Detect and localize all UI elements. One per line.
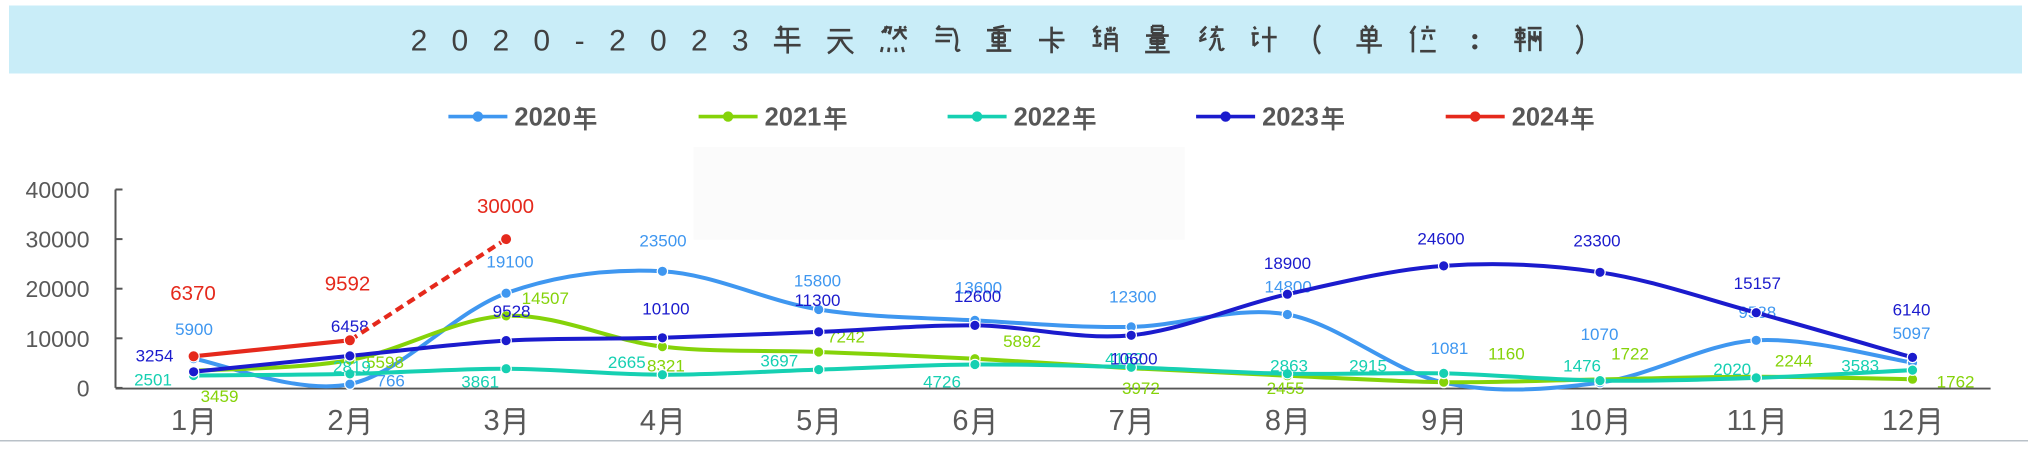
- svg-text:5900: 5900: [175, 320, 213, 339]
- svg-text:2: 2: [492, 24, 509, 57]
- svg-text:0: 0: [650, 24, 667, 57]
- svg-text:10100: 10100: [642, 300, 689, 319]
- svg-text:6458: 6458: [331, 317, 369, 336]
- svg-text:2024: 2024: [1512, 104, 1570, 132]
- svg-text:6140: 6140: [1893, 301, 1931, 320]
- svg-text:11300: 11300: [794, 291, 840, 310]
- svg-text:2: 2: [411, 24, 428, 57]
- svg-text:8321: 8321: [647, 356, 685, 375]
- svg-text:3: 3: [732, 24, 749, 57]
- svg-text:766: 766: [377, 372, 405, 391]
- svg-text:0: 0: [77, 375, 90, 401]
- svg-text:3583: 3583: [1841, 356, 1879, 375]
- svg-text:2: 2: [327, 405, 343, 437]
- svg-text:3459: 3459: [201, 387, 239, 406]
- svg-text:-: -: [575, 24, 585, 57]
- svg-text:9592: 9592: [325, 273, 371, 296]
- svg-text:6370: 6370: [170, 282, 216, 305]
- svg-text:10: 10: [1569, 405, 1601, 437]
- svg-text:2021: 2021: [765, 104, 822, 132]
- svg-text:13600: 13600: [955, 279, 1002, 298]
- svg-text:1476: 1476: [1563, 356, 1601, 375]
- svg-text:5: 5: [796, 405, 812, 437]
- svg-text:12600: 12600: [954, 287, 1001, 306]
- svg-text:3861: 3861: [461, 373, 499, 392]
- svg-text:9528: 9528: [493, 302, 531, 321]
- svg-text:5892: 5892: [1003, 332, 1041, 351]
- svg-text:1070: 1070: [1581, 325, 1619, 344]
- svg-text:12: 12: [1882, 405, 1914, 437]
- svg-text:4: 4: [640, 405, 656, 437]
- svg-text:3: 3: [484, 405, 500, 437]
- svg-text:40000: 40000: [26, 177, 90, 203]
- svg-text:1160: 1160: [1488, 345, 1525, 364]
- svg-text:24600: 24600: [1417, 229, 1464, 248]
- svg-text:2023: 2023: [1262, 104, 1319, 132]
- svg-text:2022: 2022: [1014, 104, 1071, 132]
- svg-text:2455: 2455: [1267, 379, 1305, 398]
- svg-text:2: 2: [691, 24, 708, 57]
- svg-text:11: 11: [1727, 405, 1757, 437]
- svg-text:15800: 15800: [794, 271, 841, 290]
- svg-text:2020: 2020: [1713, 360, 1751, 379]
- svg-text:9: 9: [1421, 405, 1437, 437]
- svg-text:2819: 2819: [333, 357, 371, 376]
- svg-text:7: 7: [1109, 405, 1125, 437]
- svg-text:4726: 4726: [923, 373, 961, 392]
- svg-text:2020: 2020: [514, 104, 571, 132]
- svg-text:6: 6: [952, 405, 968, 437]
- svg-text:8: 8: [1265, 405, 1281, 437]
- svg-text:20000: 20000: [26, 276, 90, 302]
- svg-text:0: 0: [452, 24, 469, 57]
- svg-text:14507: 14507: [522, 289, 569, 308]
- svg-text:10600: 10600: [1110, 349, 1157, 368]
- svg-text:18900: 18900: [1264, 254, 1311, 273]
- svg-text:23500: 23500: [639, 232, 686, 251]
- svg-text:0: 0: [533, 24, 550, 57]
- svg-text:1762: 1762: [1937, 373, 1975, 392]
- svg-text:5097: 5097: [1893, 324, 1931, 343]
- svg-text:2: 2: [609, 24, 626, 57]
- svg-text:4162: 4162: [1105, 349, 1143, 368]
- svg-text:30000: 30000: [477, 195, 534, 218]
- svg-text:3972: 3972: [1122, 379, 1160, 398]
- svg-text:1081: 1081: [1430, 339, 1468, 358]
- svg-text:1: 1: [171, 405, 187, 437]
- svg-text:1722: 1722: [1611, 345, 1649, 364]
- svg-text:19100: 19100: [486, 253, 533, 272]
- svg-text:2665: 2665: [608, 353, 646, 372]
- svg-text:5598: 5598: [366, 353, 404, 372]
- svg-text:30000: 30000: [26, 227, 90, 253]
- svg-text:15157: 15157: [1734, 274, 1781, 293]
- svg-text:23300: 23300: [1573, 231, 1620, 250]
- svg-text:3254: 3254: [136, 346, 174, 365]
- svg-text:2863: 2863: [1270, 356, 1308, 375]
- svg-text:3697: 3697: [760, 352, 798, 371]
- svg-text:10000: 10000: [26, 326, 90, 352]
- svg-text:2915: 2915: [1349, 356, 1387, 375]
- svg-text:12300: 12300: [1109, 288, 1156, 307]
- svg-text:2244: 2244: [1775, 352, 1813, 371]
- svg-text:2501: 2501: [134, 370, 172, 389]
